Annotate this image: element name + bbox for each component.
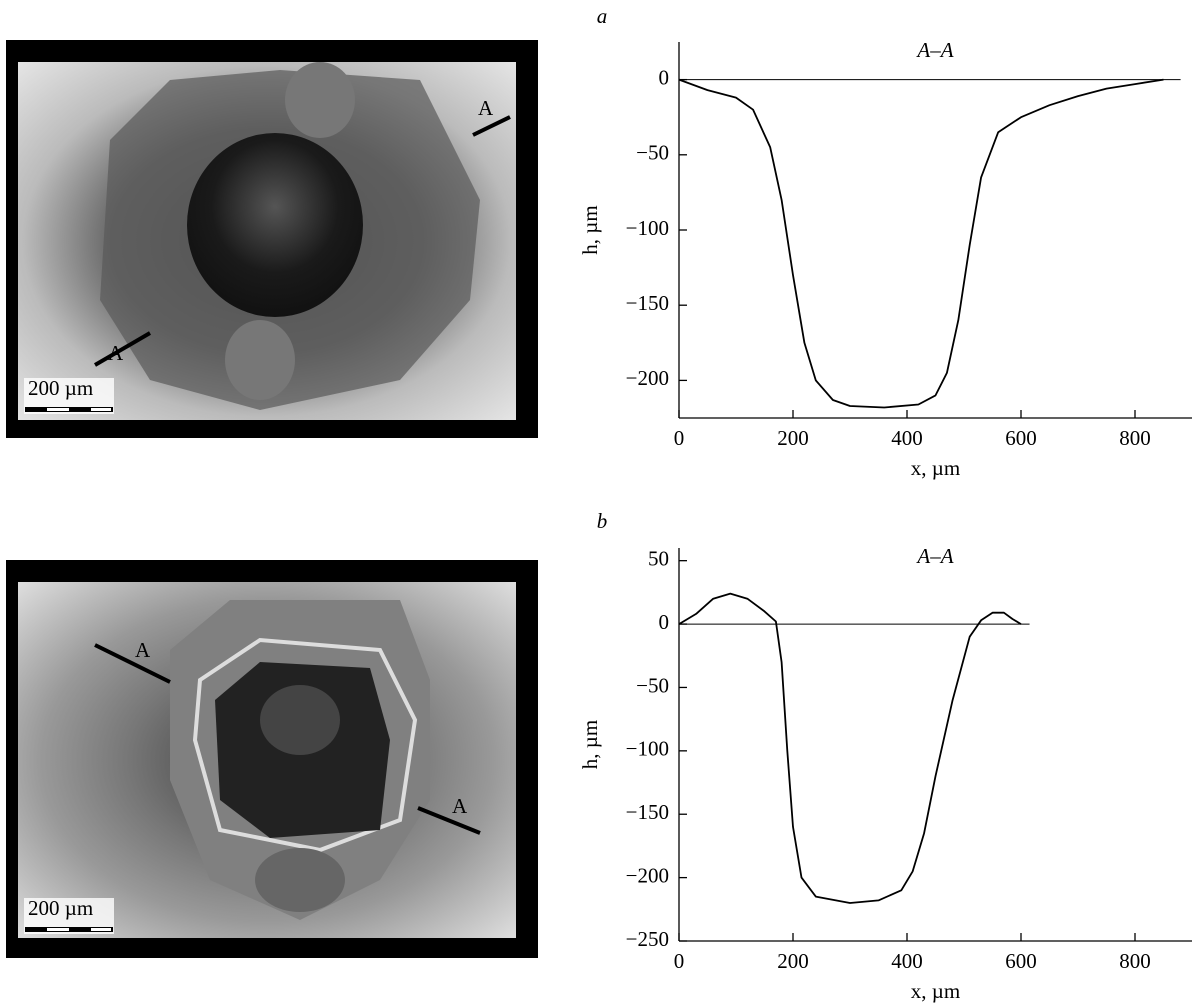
scale-label: 200 µm [28, 376, 93, 400]
y-tick-label: 0 [659, 65, 670, 89]
y-tick-label: −250 [626, 927, 669, 951]
y-tick-label: −150 [626, 291, 669, 315]
y-tick-label: −200 [626, 863, 669, 887]
section-mark: A [452, 794, 468, 818]
y-tick-label: −100 [626, 737, 669, 761]
panel-label: a [597, 4, 608, 28]
y-axis-label: h, µm [578, 205, 602, 254]
chart-title: A–A [915, 38, 953, 62]
x-tick-label: 800 [1119, 426, 1151, 450]
y-tick-label: −200 [626, 366, 669, 390]
x-tick-label: 600 [1005, 949, 1037, 973]
x-tick-label: 400 [891, 949, 923, 973]
chart-title: A–A [915, 544, 953, 568]
profile-line [678, 78, 1164, 409]
micrograph-b: A A 200 µm [6, 560, 538, 958]
section-mark: A [135, 638, 151, 662]
section-mark: A [108, 341, 124, 365]
x-tick-label: 400 [891, 426, 923, 450]
x-tick-label: 0 [674, 426, 685, 450]
profile-line [678, 592, 1022, 904]
scale-label: 200 µm [28, 896, 93, 920]
x-tick-label: 200 [777, 426, 809, 450]
x-tick-label: 800 [1119, 949, 1151, 973]
x-axis-label: x, µm [911, 456, 960, 480]
section-mark: A [478, 96, 494, 120]
y-axis-label: h, µm [578, 720, 602, 769]
y-tick-label: −50 [636, 673, 669, 697]
micrograph-a: A A 200 µm [6, 40, 538, 438]
y-tick-label: −50 [636, 141, 669, 165]
x-tick-label: 600 [1005, 426, 1037, 450]
panel-label: b [597, 509, 608, 533]
y-tick-label: −150 [626, 800, 669, 824]
x-axis-label: x, µm [911, 979, 960, 1003]
x-tick-label: 200 [777, 949, 809, 973]
y-tick-label: 0 [659, 610, 670, 634]
y-tick-label: 50 [648, 546, 669, 570]
x-tick-label: 0 [674, 949, 685, 973]
y-tick-label: −100 [626, 216, 669, 240]
